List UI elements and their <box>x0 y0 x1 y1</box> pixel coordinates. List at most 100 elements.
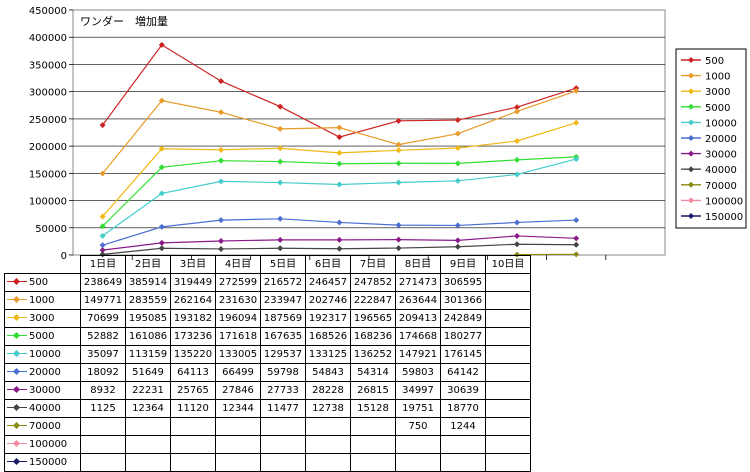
table-cell: 70699 <box>81 310 126 328</box>
table-cell: 262164 <box>171 292 216 310</box>
table-cell: 30639 <box>441 382 486 400</box>
table-row-label: 500 <box>29 277 48 288</box>
legend-label: 30000 <box>705 150 737 161</box>
table-cell: 11477 <box>261 400 306 418</box>
table-cell: 26815 <box>351 382 396 400</box>
legend-key-swatch <box>7 278 27 286</box>
table-cell <box>81 454 126 472</box>
table-cell <box>261 418 306 436</box>
table-cell: 54314 <box>351 364 396 382</box>
table-cell: 25765 <box>171 382 216 400</box>
table-cell: 161086 <box>126 328 171 346</box>
legend-key-swatch <box>7 368 27 376</box>
table-cell: 54843 <box>306 364 351 382</box>
table-cell: 272599 <box>216 274 261 292</box>
table-cell <box>486 418 531 436</box>
table-cell: 133005 <box>216 346 261 364</box>
table-cell: 135220 <box>171 346 216 364</box>
legend-label: 70000 <box>705 181 737 192</box>
table-cell <box>486 346 531 364</box>
table-cell: 238649 <box>81 274 126 292</box>
legend-key-swatch <box>7 422 27 430</box>
table-row-key: 500 <box>5 274 81 292</box>
table-cell: 216572 <box>261 274 306 292</box>
table-cell: 27733 <box>261 382 306 400</box>
table-column-header: 9日目 <box>441 256 486 274</box>
legend-key-swatch <box>7 386 27 394</box>
y-tick-label: 300000 <box>29 88 67 99</box>
chart-title: ワンダー 増加量 <box>80 14 168 28</box>
table-row-key: 40000 <box>5 400 81 418</box>
table-cell <box>486 382 531 400</box>
table-cell: 196094 <box>216 310 261 328</box>
table-row-key: 150000 <box>5 454 81 472</box>
y-tick-label: 150000 <box>29 169 67 180</box>
table-row-key: 1000 <box>5 292 81 310</box>
table-cell: 174668 <box>396 328 441 346</box>
table-cell: 11120 <box>171 400 216 418</box>
table-column-header: 4日目 <box>216 256 261 274</box>
legend-key-swatch <box>7 440 27 448</box>
legend-key-swatch <box>7 350 27 358</box>
table-cell: 180277 <box>441 328 486 346</box>
table-cell: 385914 <box>126 274 171 292</box>
y-tick-label: 350000 <box>29 60 67 71</box>
table-cell: 167635 <box>261 328 306 346</box>
legend-key-swatch <box>7 296 27 304</box>
table-cell: 27846 <box>216 382 261 400</box>
table-cell <box>306 436 351 454</box>
table-cell: 52882 <box>81 328 126 346</box>
table-cell <box>396 454 441 472</box>
table-cell: 195085 <box>126 310 171 328</box>
table-cell: 176145 <box>441 346 486 364</box>
table-cell: 306595 <box>441 274 486 292</box>
table-cell: 133125 <box>306 346 351 364</box>
table-cell <box>171 454 216 472</box>
table-cell <box>486 310 531 328</box>
table-cell <box>486 328 531 346</box>
y-tick-label: 450000 <box>29 6 67 17</box>
legend-label: 3000 <box>705 87 730 98</box>
table-cell <box>351 418 396 436</box>
table-cell <box>171 418 216 436</box>
table-cell <box>261 454 306 472</box>
table-cell: 187569 <box>261 310 306 328</box>
table-cell <box>81 418 126 436</box>
table-cell: 168526 <box>306 328 351 346</box>
table-cell <box>351 454 396 472</box>
table-cell: 59803 <box>396 364 441 382</box>
table-row-label: 10000 <box>29 349 61 360</box>
table-corner <box>5 256 81 274</box>
table-cell: 19751 <box>396 400 441 418</box>
table-cell <box>486 400 531 418</box>
table-cell: 231630 <box>216 292 261 310</box>
legend-label: 5000 <box>705 103 730 114</box>
table-column-header: 3日目 <box>171 256 216 274</box>
table-cell: 750 <box>396 418 441 436</box>
table-row-label: 30000 <box>29 385 61 396</box>
table-cell: 64113 <box>171 364 216 382</box>
table-row-key: 70000 <box>5 418 81 436</box>
table-cell: 59798 <box>261 364 306 382</box>
table-cell <box>216 454 261 472</box>
table-row-label: 40000 <box>29 403 61 414</box>
table-row-key: 20000 <box>5 364 81 382</box>
table-cell: 263644 <box>396 292 441 310</box>
table-row-label: 3000 <box>29 313 54 324</box>
table-cell <box>81 436 126 454</box>
table-cell: 136252 <box>351 346 396 364</box>
y-tick-label: 250000 <box>29 115 67 126</box>
table-cell <box>486 454 531 472</box>
table-cell: 301366 <box>441 292 486 310</box>
table-cell: 196565 <box>351 310 396 328</box>
table-row-label: 70000 <box>29 421 61 432</box>
table-row-label: 20000 <box>29 367 61 378</box>
table-row: 100000 <box>5 436 531 454</box>
table-cell: 247852 <box>351 274 396 292</box>
